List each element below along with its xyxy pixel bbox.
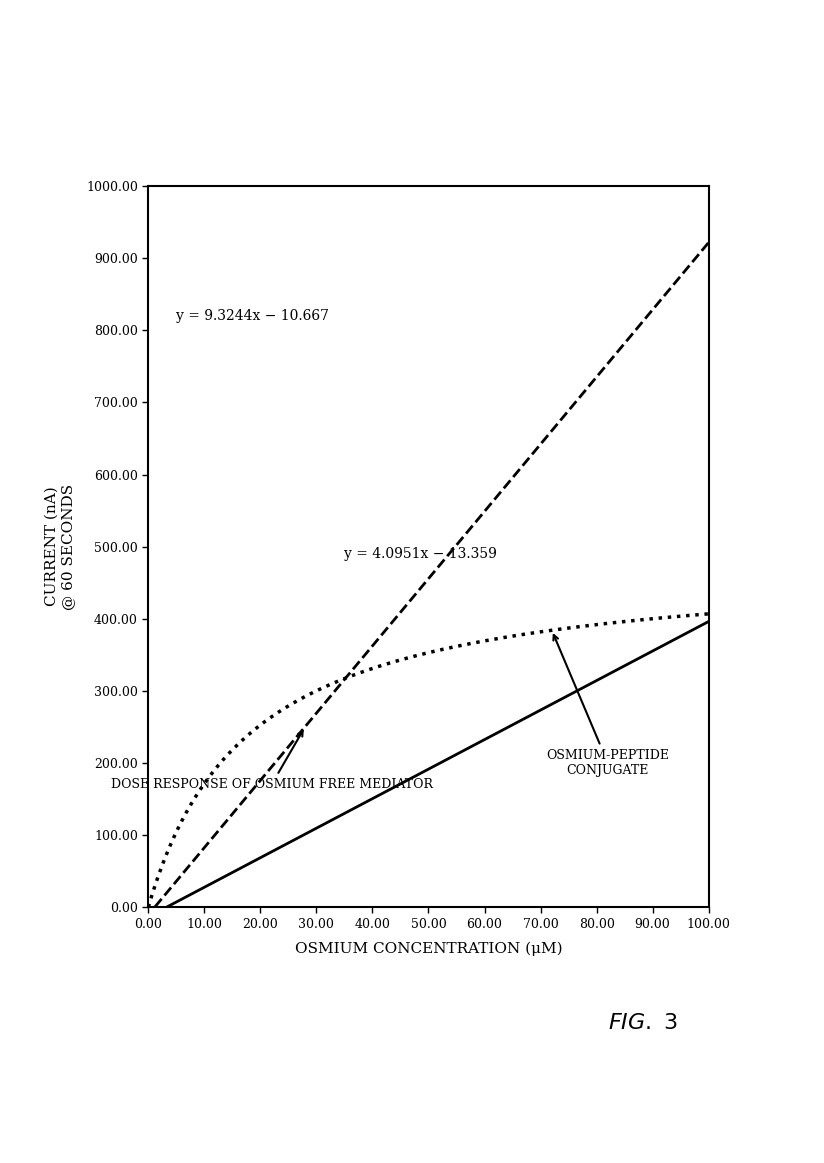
X-axis label: OSMIUM CONCENTRATION (μM): OSMIUM CONCENTRATION (μM) (295, 942, 562, 956)
Text: DOSE RESPONSE OF OSMIUM FREE MEDIATOR: DOSE RESPONSE OF OSMIUM FREE MEDIATOR (110, 732, 433, 791)
Text: y = 9.3244x − 10.667: y = 9.3244x − 10.667 (176, 309, 330, 323)
Text: OSMIUM-PEPTIDE
CONJUGATE: OSMIUM-PEPTIDE CONJUGATE (546, 635, 669, 777)
Text: $\mathit{FIG.\ 3}$: $\mathit{FIG.\ 3}$ (608, 1013, 677, 1034)
Y-axis label: CURRENT (nA)
@ 60 SECONDS: CURRENT (nA) @ 60 SECONDS (44, 484, 75, 609)
Text: y = 4.0951x − 13.359: y = 4.0951x − 13.359 (344, 547, 498, 561)
